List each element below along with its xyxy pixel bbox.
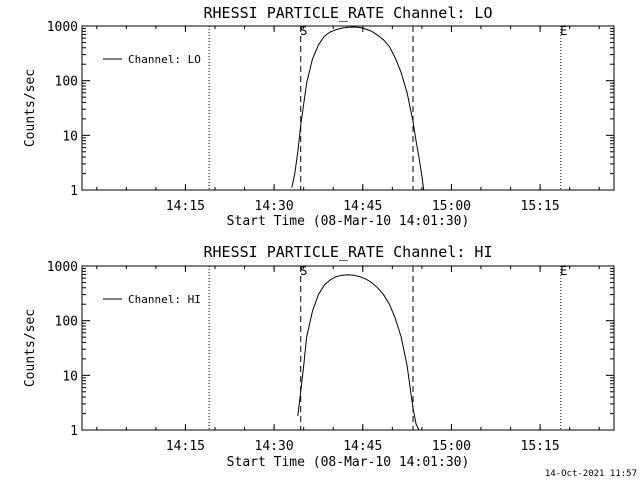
y-tick-label: 100 — [55, 315, 78, 330]
y-tick-label: 10 — [62, 369, 78, 384]
event-marker-e: E — [560, 24, 567, 38]
chart-panel-lo: RHESSI PARTICLE_RATE Channel: LO Start T… — [23, 4, 615, 229]
y-axis-label: Counts/sec — [23, 309, 38, 387]
x-axis-label: Start Time (08-Mar-10 14:01:30) — [227, 214, 470, 229]
event-marker-s: S — [300, 24, 307, 38]
x-tick-label: 14:15 — [166, 439, 205, 454]
series-line-channel-hi — [297, 274, 420, 431]
legend-label: Channel: HI — [128, 293, 201, 306]
plot-frame — [81, 265, 615, 431]
x-tick-label: 14:45 — [343, 439, 382, 454]
x-tick-label: 14:45 — [343, 199, 382, 214]
y-tick-label: 10 — [62, 129, 78, 144]
x-axis-label: Start Time (08-Mar-10 14:01:30) — [227, 455, 470, 470]
y-tick-label: 1000 — [47, 20, 78, 35]
event-marker-e: E — [560, 264, 567, 278]
series-line-channel-lo — [291, 26, 425, 191]
y-tick-label: 100 — [55, 75, 78, 90]
y-tick-label: 1000 — [47, 260, 78, 275]
y-tick-label: 1 — [70, 424, 78, 439]
x-tick-label: 15:15 — [521, 199, 560, 214]
event-marker-s: S — [300, 264, 307, 278]
chart-title: RHESSI PARTICLE_RATE Channel: LO — [204, 4, 493, 22]
x-tick-label: 15:15 — [521, 439, 560, 454]
legend-label: Channel: LO — [128, 53, 201, 66]
y-axis-label: Counts/sec — [23, 69, 38, 147]
generation-timestamp: 14-Oct-2021 11:57 — [545, 469, 637, 479]
chart-title: RHESSI PARTICLE_RATE Channel: HI — [204, 243, 493, 261]
y-tick-label: 1 — [70, 184, 78, 199]
x-tick-label: 14:30 — [255, 439, 294, 454]
x-tick-label: 14:15 — [166, 199, 205, 214]
plot-frame — [81, 25, 615, 191]
chart-panel-hi: RHESSI PARTICLE_RATE Channel: HI Start T… — [23, 243, 615, 470]
x-tick-label: 15:00 — [432, 199, 471, 214]
x-tick-label: 14:30 — [255, 199, 294, 214]
x-tick-label: 15:00 — [432, 439, 471, 454]
